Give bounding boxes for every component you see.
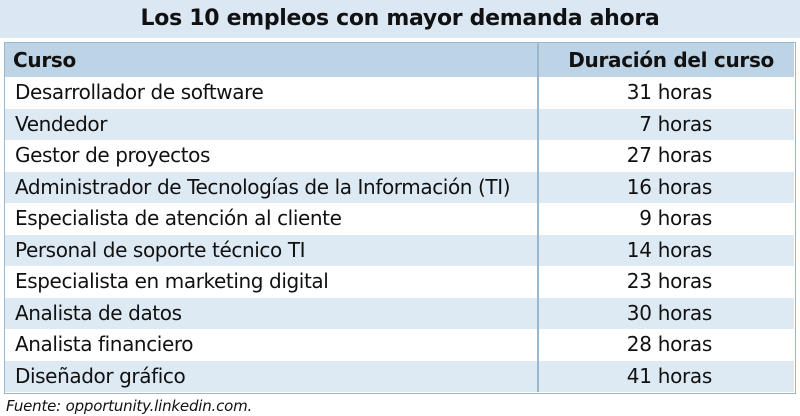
course-cell: Especialista de atención al cliente xyxy=(15,206,342,230)
course-cell: Diseñador gráfico xyxy=(15,363,186,388)
duration-cell: 14 horas xyxy=(626,237,713,262)
table-row: Analista financiero 28 horas xyxy=(5,329,794,361)
duration-cell: 23 horas xyxy=(626,269,713,293)
duration-cell: 16 horas xyxy=(626,174,713,199)
title-band xyxy=(0,0,800,38)
column-header-course: Curso xyxy=(13,48,76,72)
jobs-table: Curso Duración del curso Desarrollador d… xyxy=(4,42,796,394)
course-cell: Vendedor xyxy=(15,111,108,136)
duration-cell: 41 horas xyxy=(626,363,713,388)
duration-cell: 31 horas xyxy=(626,80,713,104)
table-row: Administrador de Tecnologías de la Infor… xyxy=(5,171,794,203)
source-note: Fuente: opportunity.linkedin.com. xyxy=(6,397,253,415)
duration-cell: 30 horas xyxy=(626,300,713,325)
course-cell: Analista de datos xyxy=(15,300,182,325)
duration-cell: 28 horas xyxy=(626,332,713,356)
course-cell: Personal de soporte técnico TI xyxy=(15,237,306,262)
course-cell: Administrador de Tecnologías de la Infor… xyxy=(15,174,511,199)
course-cell: Desarrollador de software xyxy=(15,80,264,104)
column-divider xyxy=(537,43,539,392)
course-cell: Gestor de proyectos xyxy=(15,143,210,167)
table-row: Gestor de proyectos 27 horas xyxy=(5,140,794,172)
table-row: Especialista en marketing digital 23 hor… xyxy=(5,266,794,298)
table-row: Diseñador gráfico 41 horas xyxy=(5,360,794,392)
course-cell: Analista financiero xyxy=(15,332,194,356)
table-body: Desarrollador de software 31 horas Vende… xyxy=(5,77,794,392)
course-cell: Especialista en marketing digital xyxy=(15,269,329,293)
duration-cell: 9 horas xyxy=(639,206,712,230)
table-row: Analista de datos 30 horas xyxy=(5,297,794,329)
table-row: Vendedor 7 horas xyxy=(5,108,794,140)
table-header-row: Curso Duración del curso xyxy=(5,43,794,77)
column-header-duration: Duración del curso xyxy=(568,48,774,72)
duration-cell: 7 horas xyxy=(639,111,712,136)
table-row: Personal de soporte técnico TI 14 horas xyxy=(5,234,794,266)
table-row: Especialista de atención al cliente 9 ho… xyxy=(5,203,794,235)
page-title: Los 10 empleos con mayor demanda ahora xyxy=(140,6,660,31)
duration-cell: 27 horas xyxy=(626,143,713,167)
table-row: Desarrollador de software 31 horas xyxy=(5,77,794,109)
